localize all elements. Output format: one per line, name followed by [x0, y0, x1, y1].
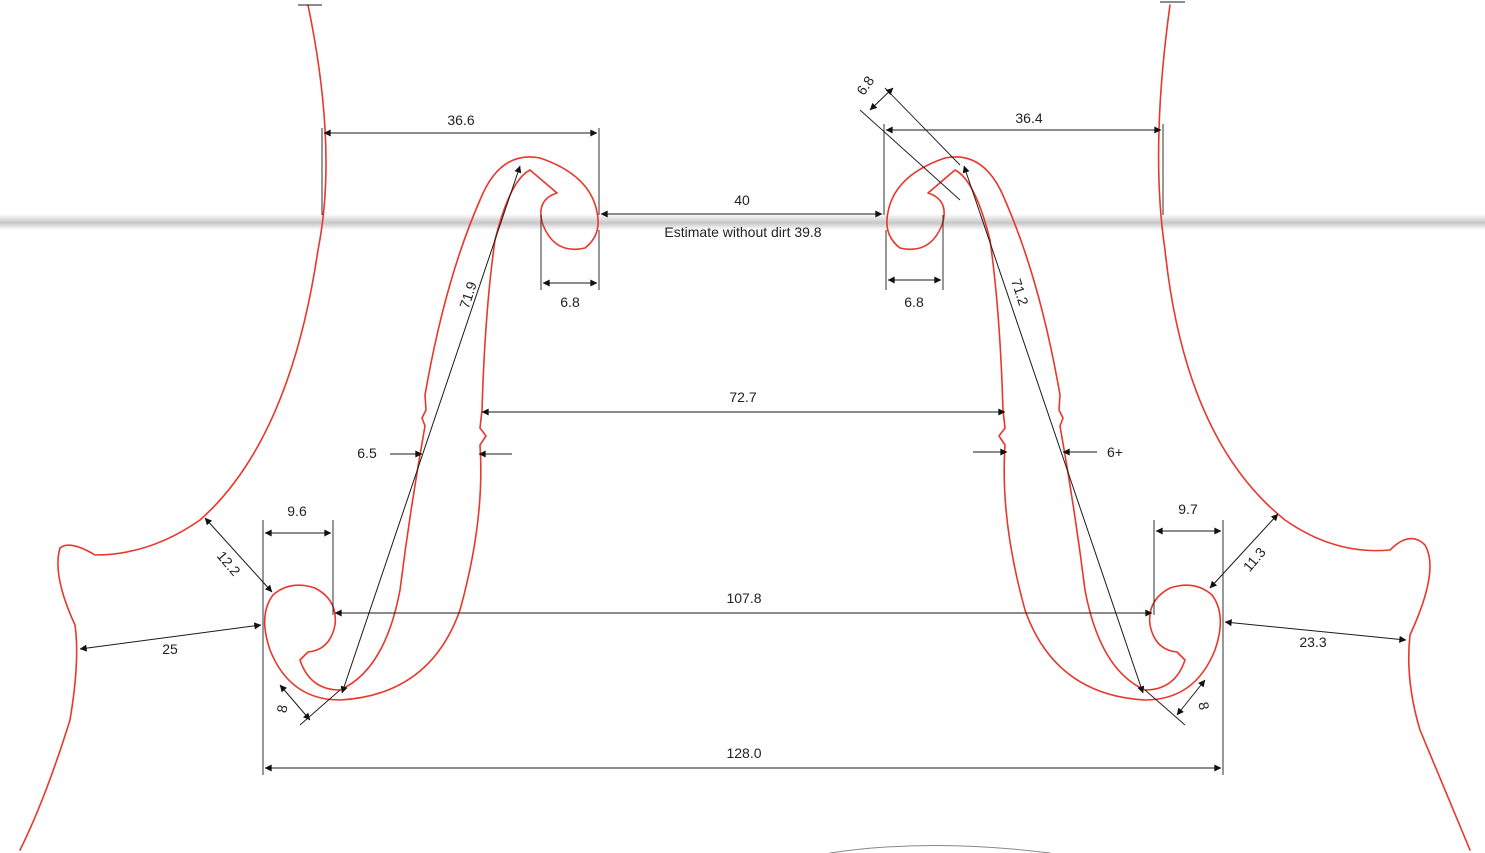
dim-right-outer	[1224, 619, 1407, 643]
extension-lines	[262, 1, 1224, 775]
lower-arc	[829, 845, 1051, 853]
label-left-diagonal: 71.9	[456, 279, 480, 310]
dim-right-wing	[1176, 679, 1206, 716]
dim-right-diagonal	[962, 165, 1145, 694]
dimension-lines	[79, 87, 1407, 772]
right-body-edge	[1157, 4, 1471, 851]
dim-left-outer	[79, 622, 262, 652]
label-right-edge: 11.3	[1240, 544, 1269, 575]
label-right-wing: 8	[1195, 701, 1212, 712]
dimension-labels: 36.6 36.4 6.8 40 Estimate without dirt 3…	[162, 73, 1327, 761]
label-diag-small: 6.8	[853, 73, 877, 98]
label-eye-gap-note: Estimate without dirt 39.8	[664, 224, 821, 240]
dim-left-edge	[204, 517, 273, 593]
label-left-eye: 6.8	[560, 294, 580, 310]
label-left-edge: 12.2	[214, 548, 244, 579]
dim-right-edge	[1209, 513, 1279, 589]
left-body-edge	[19, 4, 327, 851]
label-right-diagonal: 71.2	[1008, 277, 1032, 308]
label-left-notch: 6.5	[357, 445, 377, 461]
label-eye-gap: 40	[734, 192, 750, 208]
label-left-outer: 25	[162, 641, 178, 657]
label-left-lower-eye: 9.6	[287, 503, 307, 519]
label-top-left-width: 36.6	[447, 112, 474, 128]
label-right-lower-eye: 9.7	[1178, 501, 1198, 517]
body-outline	[19, 4, 1471, 853]
dim-left-diagonal	[340, 165, 522, 694]
label-right-eye: 6.8	[904, 294, 924, 310]
label-right-notch: 6+	[1107, 444, 1123, 460]
label-mid-gap: 72.7	[729, 389, 756, 405]
label-right-outer: 23.3	[1299, 634, 1326, 650]
label-top-right-width: 36.4	[1015, 110, 1042, 126]
dim-left-wing	[279, 684, 311, 721]
label-left-wing: 8	[273, 703, 290, 714]
label-lower-eye-gap: 107.8	[726, 590, 761, 606]
label-overall-width: 128.0	[726, 745, 761, 761]
dim-diag-small	[869, 87, 894, 111]
